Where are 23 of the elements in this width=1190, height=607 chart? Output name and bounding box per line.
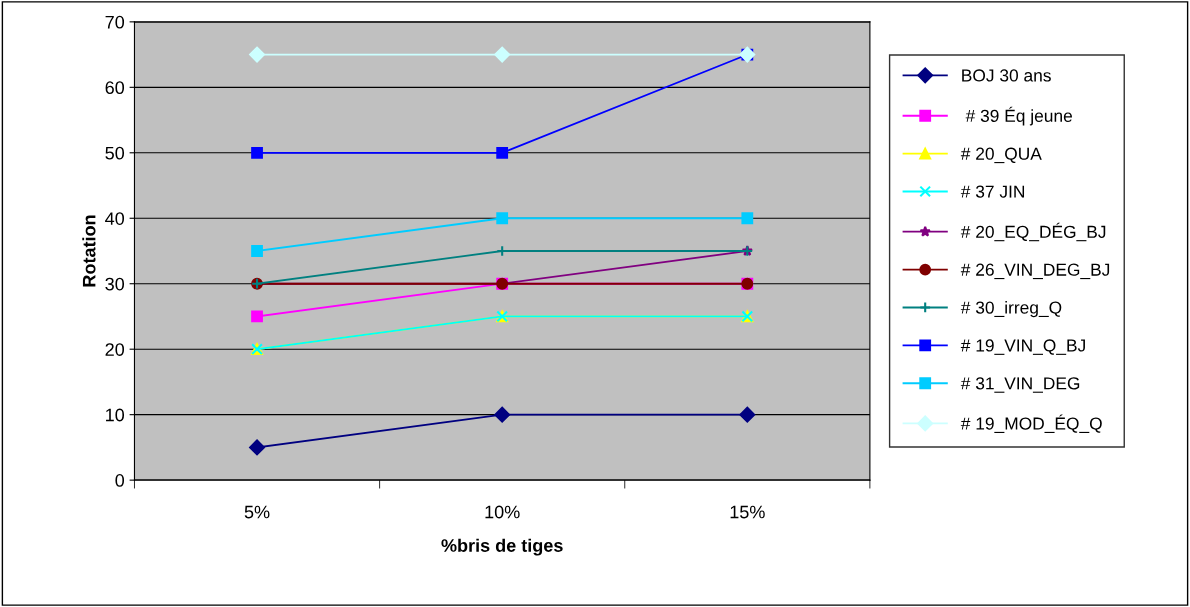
legend-label: # 19_MOD_ÉQ_Q <box>960 414 1102 433</box>
x-tick-label: 10% <box>485 505 520 519</box>
legend-label: # 39 Éq jeune <box>965 106 1072 126</box>
legend-label: # 19_VIN_Q_BJ <box>960 339 1085 355</box>
legend-label: # 30_irreg_Q <box>960 300 1062 318</box>
legend-label: # 37 JIN <box>960 185 1025 198</box>
y-tick-label: 10 <box>106 408 125 422</box>
legend-label: # 31_VIN_DEG <box>960 377 1080 393</box>
y-tick-label: 0 <box>115 474 125 487</box>
y-tick-label: 60 <box>105 81 125 95</box>
legend-label: # 26_VIN_DEG_BJ <box>960 263 1110 280</box>
legend-label: BOJ 30 ans <box>962 69 1051 82</box>
x-tick-label: 15% <box>730 505 765 519</box>
y-tick-label: 20 <box>105 343 125 356</box>
y-axis-title: Rotation <box>82 215 96 287</box>
legend-label: # 20_QUA <box>960 147 1042 164</box>
y-tick-label: 70 <box>105 15 125 29</box>
x-axis-title: %bris de tiges <box>441 538 563 556</box>
y-tick-label: 40 <box>105 212 125 225</box>
y-tick-label: 50 <box>105 146 125 160</box>
legend-label: # 20_EQ_DÉG_BJ <box>960 222 1106 242</box>
y-tick-label: 30 <box>105 277 125 291</box>
x-tick-label: 5% <box>244 505 270 519</box>
